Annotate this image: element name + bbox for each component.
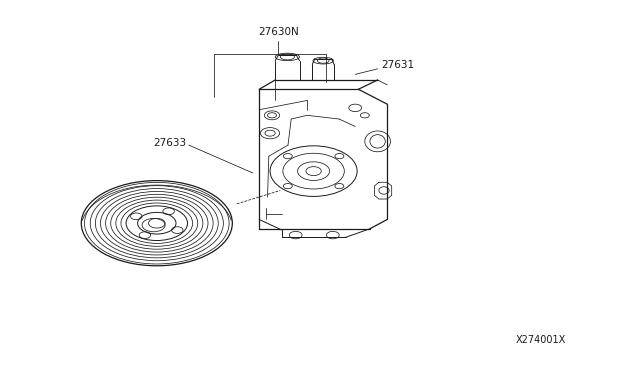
- Text: 27631: 27631: [381, 60, 414, 70]
- Text: 27630N: 27630N: [258, 27, 299, 36]
- Text: X274001X: X274001X: [516, 336, 566, 345]
- Text: 27633: 27633: [154, 138, 187, 148]
